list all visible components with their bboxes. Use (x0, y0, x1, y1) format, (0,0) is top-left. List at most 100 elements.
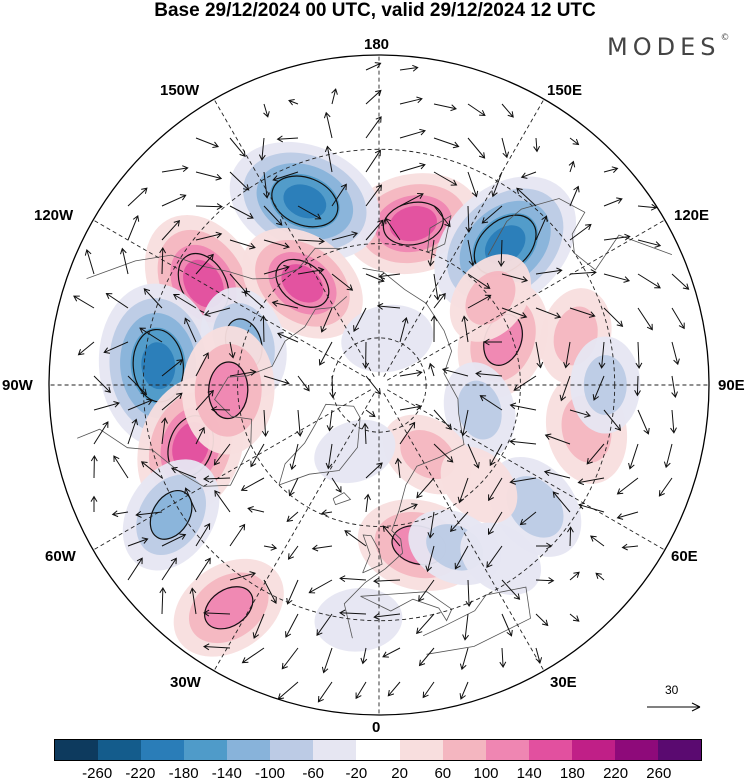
wind-arrow-icon (501, 613, 513, 637)
wind-arrow-icon (433, 103, 457, 112)
coastline (278, 403, 361, 486)
wind-arrow-icon (433, 409, 452, 431)
wind-arrow-icon (243, 290, 265, 309)
wind-arrow-icon (552, 491, 571, 513)
wind-arrow-icon (577, 477, 605, 486)
wind-arrow-icon (603, 273, 631, 283)
wind-arrow-icon (373, 613, 401, 620)
label-180: 180 (364, 36, 390, 53)
wind-arrow-icon (536, 542, 553, 550)
negative-anomaly-contour (141, 342, 176, 390)
coastline (360, 591, 453, 622)
wind-arrow-icon (195, 522, 211, 547)
wind-arrow-icon (457, 477, 469, 504)
wind-arrow-icon (229, 171, 250, 191)
wind-arrow-icon (488, 477, 503, 502)
wind-arrow-icon (399, 162, 426, 173)
wind-arrow-icon (671, 307, 685, 330)
wind-arrow-icon (329, 375, 337, 399)
map-title: Base 29/12/2024 00 UTC, valid 29/12/2024… (154, 0, 596, 21)
wind-arrow-icon (385, 217, 401, 241)
wind-arrow-icon (418, 579, 435, 602)
modes-logo-text: MODES (607, 33, 721, 61)
wind-arrow-icon (479, 395, 503, 411)
wind-arrow-icon (331, 273, 354, 291)
wind-arrow-icon (195, 352, 209, 377)
wind-arrow-icon (467, 294, 492, 309)
wind-arrow-icon (509, 402, 537, 411)
wind-arrow-icon (488, 511, 503, 536)
wind-arrow-icon (297, 205, 322, 220)
wind-arrow-icon (427, 239, 435, 267)
wind-arrow-icon (276, 135, 299, 143)
wind-arrow-icon (382, 525, 401, 547)
wind-arrow-icon (195, 389, 214, 411)
wind-arrow-icon (637, 273, 661, 289)
wind-arrow-icon (459, 681, 469, 700)
colorbar-swatch (184, 740, 228, 760)
wind-arrow-icon (263, 103, 270, 118)
wind-arrow-icon (159, 247, 167, 275)
wind-arrow-icon (433, 273, 441, 301)
colorbar-tick-label: 60 (434, 765, 452, 782)
wind-arrow-icon (159, 587, 167, 615)
wind-arrow-icon (364, 493, 371, 513)
wind-arrow-icon (509, 477, 537, 485)
negative-anomaly-contour (457, 380, 502, 440)
wind-arrow-icon (339, 575, 367, 583)
meridian-line (386, 389, 666, 551)
wind-arrow-icon (320, 509, 333, 517)
wind-arrow-icon (481, 205, 503, 224)
colorbar-tick-label: 20 (391, 765, 408, 782)
wind-arrow-icon (353, 307, 367, 332)
wind-arrow-icon (563, 341, 571, 369)
wind-arrow-icon (671, 273, 690, 290)
wind-arrow-icon (378, 272, 401, 280)
colorbar-tick-label: -180 (168, 765, 199, 782)
wind-arrow-icon (595, 572, 605, 581)
wind-arrow-icon (229, 523, 246, 547)
wind-arrow-icon (140, 461, 163, 479)
wind-arrow-icon (430, 315, 438, 343)
label-90w: 90W (2, 377, 33, 394)
wind-arrow-icon (428, 362, 435, 377)
wind-arrow-icon (467, 137, 486, 159)
wind-arrow-icon (311, 544, 333, 552)
colorbar (54, 739, 702, 761)
wind-arrow-icon (203, 307, 231, 317)
wind-arrow-icon (467, 443, 480, 469)
wind-arrow-icon (501, 273, 529, 283)
wind-arrow-icon (184, 487, 197, 513)
wind-arrow-icon (195, 231, 223, 241)
colorbar-swatch (657, 740, 701, 760)
wind-arrow-icon (399, 421, 416, 445)
wind-arrow-icon (127, 375, 148, 396)
wind-arrow-icon (324, 145, 333, 173)
wind-arrow-icon (399, 403, 423, 411)
wind-arrow-icon (535, 307, 562, 319)
wind-arrow-icon (460, 409, 469, 437)
wind-arrow-icon (566, 526, 574, 547)
wind-arrow-icon (90, 495, 98, 512)
wind-arrow-icon (127, 537, 149, 547)
wind-arrow-icon (203, 475, 231, 483)
wind-arrow-icon (84, 248, 95, 275)
wind-arrow-icon (250, 443, 265, 468)
map-border (48, 54, 710, 716)
wind-arrow-icon (365, 184, 382, 207)
meridian-line (213, 98, 375, 378)
wind-arrow-icon (501, 103, 514, 118)
coastline (487, 198, 673, 271)
colorbar-swatch (571, 740, 615, 760)
wind-arrow-icon (634, 375, 641, 397)
wind-arrow-icon (399, 96, 423, 105)
wind-arrow-icon (203, 643, 231, 651)
wind-arrow-icon (590, 535, 605, 547)
wind-arrow-icon (297, 375, 310, 392)
wind-arrow-icon (399, 193, 424, 207)
label-150e: 150E (547, 82, 583, 99)
wind-arrow-icon (365, 375, 381, 395)
wind-arrow-icon (616, 477, 639, 495)
wind-arrow-icon (433, 137, 460, 149)
wind-arrow-icon (535, 613, 549, 627)
